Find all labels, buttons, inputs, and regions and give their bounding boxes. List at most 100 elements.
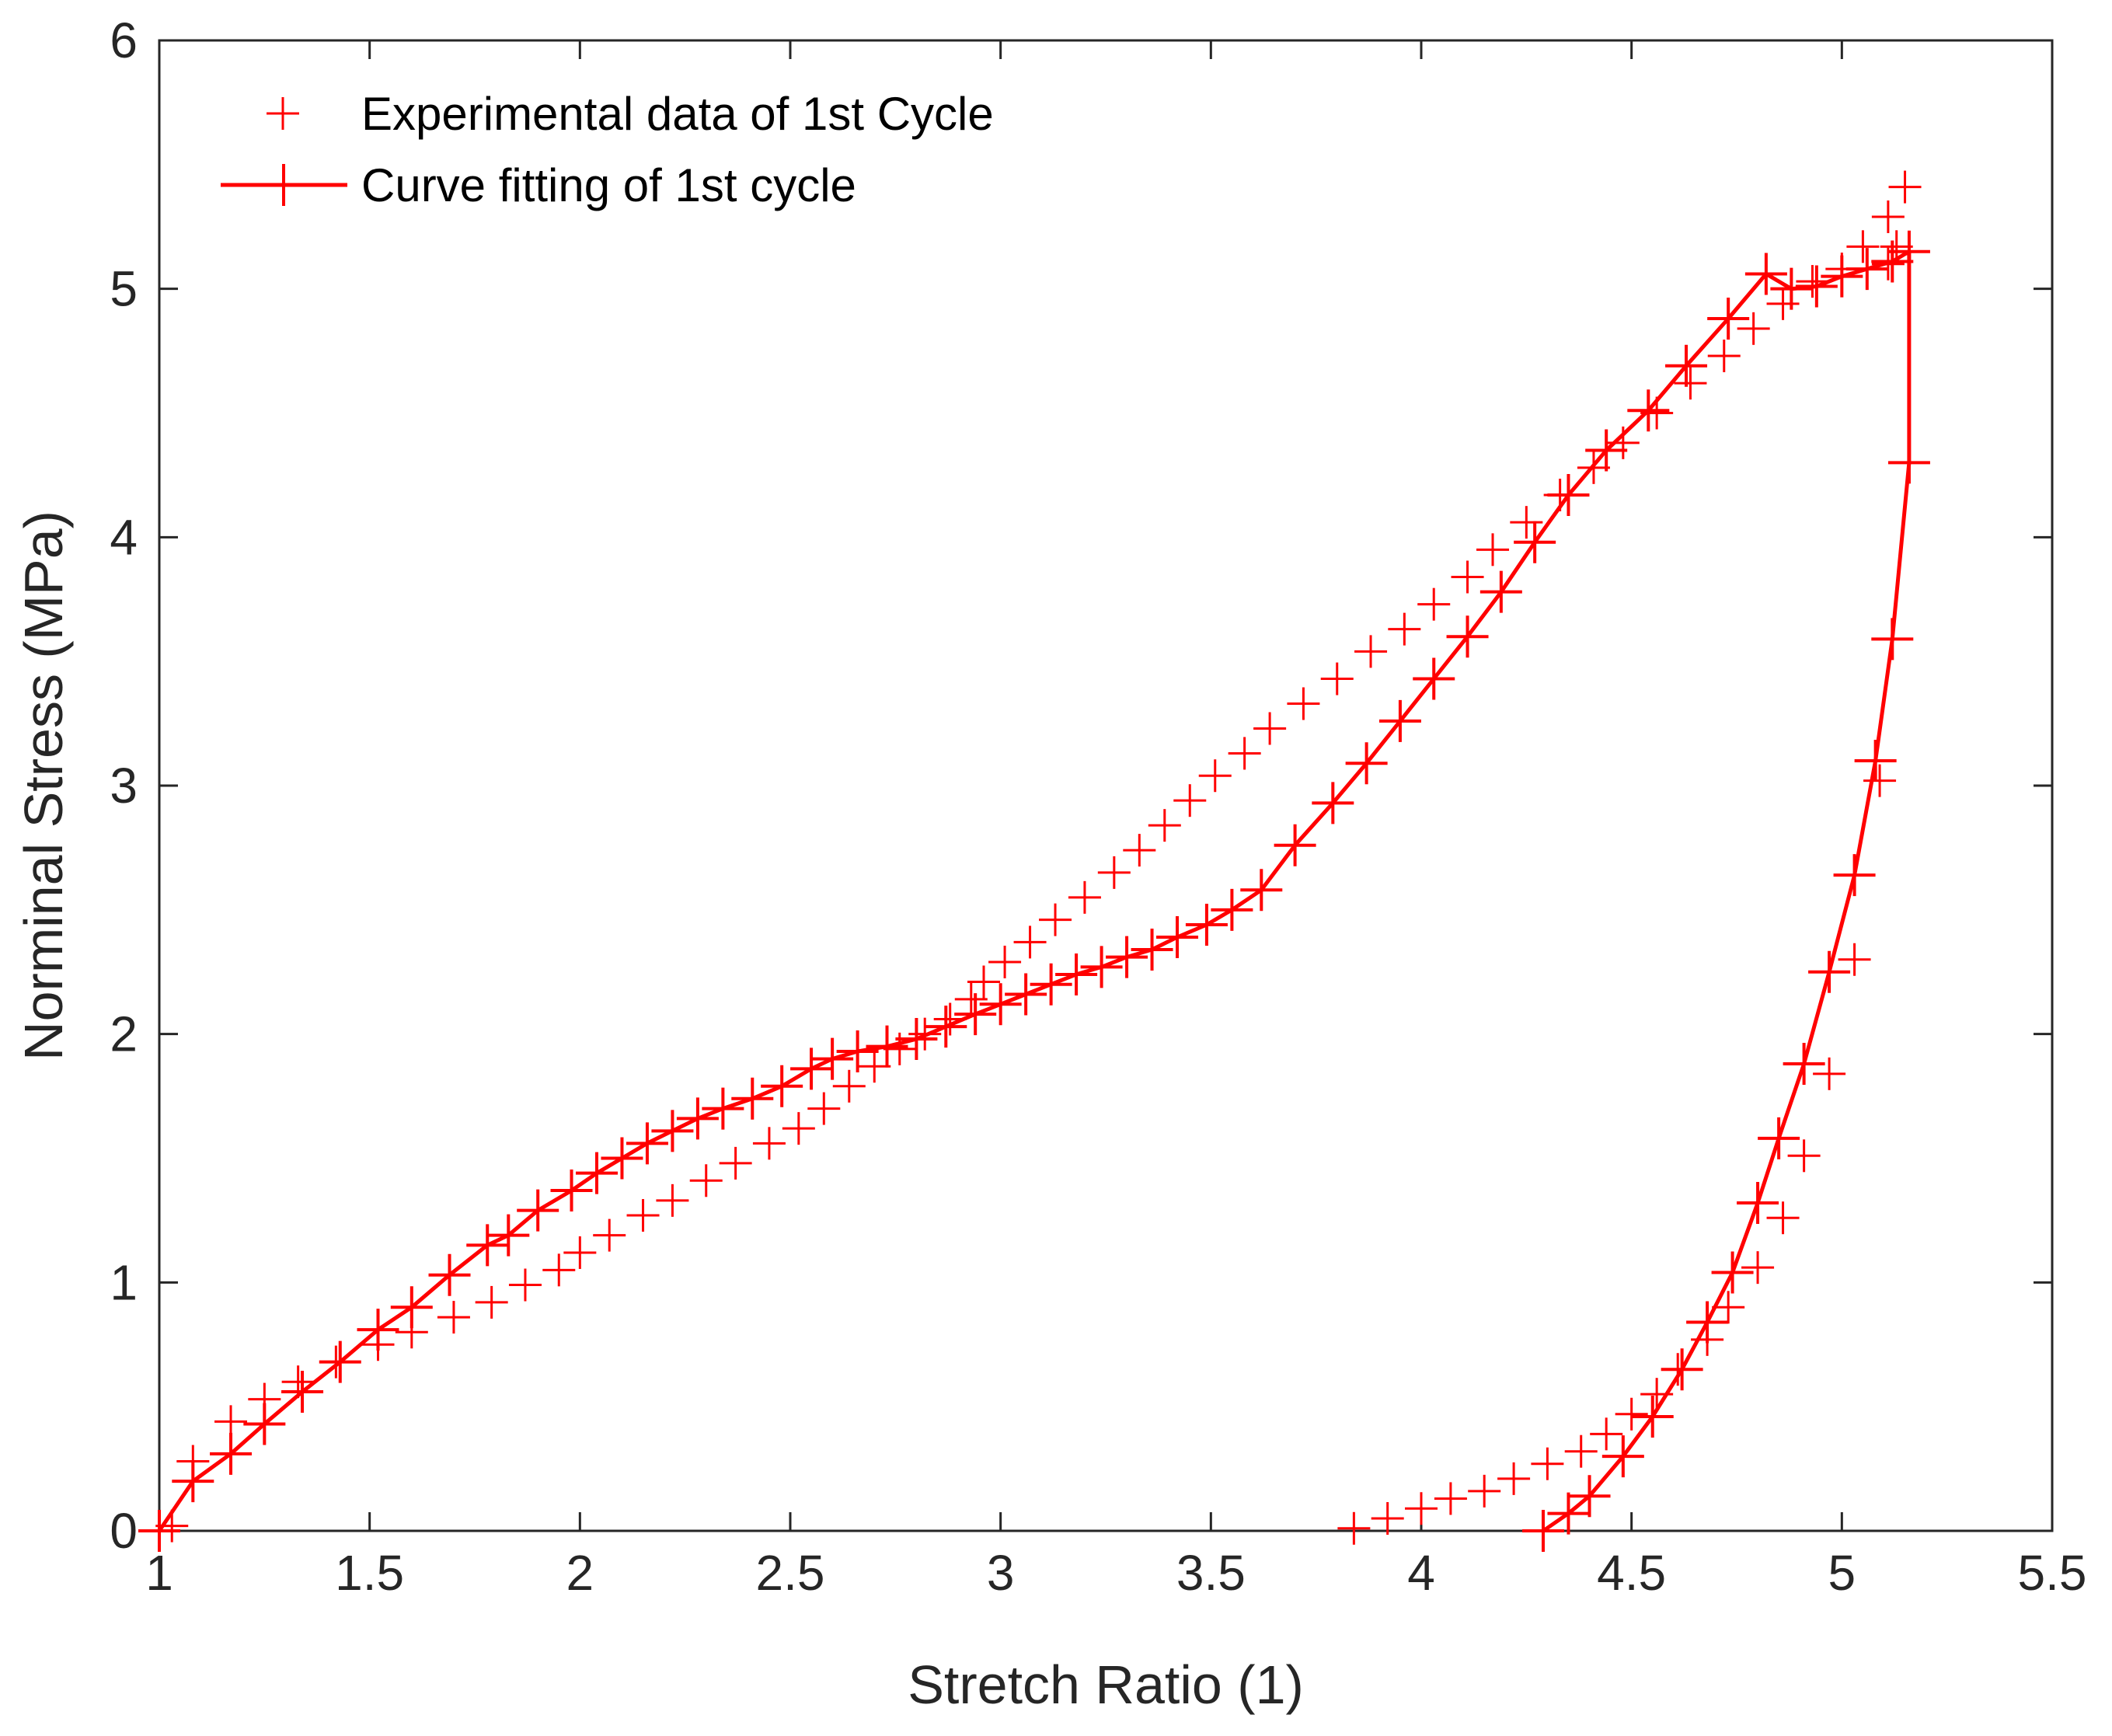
data-point bbox=[542, 1253, 576, 1287]
data-point bbox=[1871, 200, 1905, 233]
plot-area-frame bbox=[158, 39, 2054, 1532]
fit-point bbox=[1080, 946, 1123, 988]
fit-point bbox=[1521, 1510, 1564, 1552]
fit-point bbox=[702, 1087, 744, 1130]
data-point bbox=[1838, 943, 1871, 976]
data-point bbox=[883, 1032, 916, 1065]
data-point bbox=[1097, 856, 1131, 889]
x-tick-label: 1 bbox=[145, 1545, 173, 1601]
data-point bbox=[1737, 312, 1770, 345]
data-point bbox=[832, 1069, 866, 1103]
fit-point bbox=[1833, 854, 1876, 897]
data-point bbox=[1287, 687, 1320, 720]
legend-label-fit: Curve fitting of 1st cycle bbox=[361, 159, 856, 211]
data-point bbox=[626, 1199, 660, 1232]
fit-point bbox=[1631, 1395, 1674, 1438]
data-point bbox=[1337, 1511, 1371, 1545]
fit-point bbox=[1744, 253, 1787, 295]
data-point bbox=[954, 982, 988, 1016]
data-point bbox=[1531, 1447, 1564, 1480]
fit-point bbox=[1312, 782, 1354, 824]
fit-point bbox=[1378, 699, 1421, 742]
fit-point bbox=[1808, 950, 1851, 993]
fit-point bbox=[466, 1224, 509, 1267]
data-point bbox=[1148, 809, 1181, 842]
data-point bbox=[1766, 287, 1800, 320]
fit-point bbox=[1783, 1043, 1825, 1086]
fit-point bbox=[1005, 973, 1047, 1016]
fit-point bbox=[1131, 928, 1173, 971]
data-point bbox=[719, 1146, 752, 1180]
data-point bbox=[1320, 662, 1354, 695]
data-point bbox=[1228, 737, 1261, 770]
legend-label-experimental: Experimental data of 1st Cycle bbox=[361, 88, 994, 140]
data-point bbox=[1796, 265, 1829, 298]
x-tick-label: 3.5 bbox=[1176, 1545, 1246, 1601]
data-point bbox=[1354, 635, 1388, 668]
fit-point bbox=[836, 1030, 879, 1073]
data-point bbox=[1606, 426, 1640, 459]
fit-point bbox=[1030, 963, 1072, 1006]
fit-point bbox=[1795, 265, 1838, 308]
fit-point bbox=[1568, 1475, 1611, 1518]
data-point bbox=[1766, 1201, 1800, 1235]
x-tick-label: 5.5 bbox=[2018, 1545, 2087, 1601]
data-point bbox=[563, 1236, 597, 1269]
data-point bbox=[1888, 170, 1922, 204]
fit-point bbox=[1240, 869, 1283, 912]
data-point bbox=[475, 1285, 508, 1319]
fit-point bbox=[731, 1077, 774, 1120]
fit-point bbox=[601, 1137, 643, 1180]
data-point bbox=[1543, 478, 1577, 511]
fit-point bbox=[1737, 1182, 1779, 1225]
fit-point bbox=[1887, 230, 1930, 273]
data-point bbox=[1013, 926, 1047, 959]
data-point bbox=[933, 1002, 967, 1036]
x-tick-label: 1.5 bbox=[335, 1545, 404, 1601]
data-point bbox=[988, 945, 1022, 978]
data-point bbox=[1253, 712, 1287, 745]
data-point bbox=[1497, 1462, 1531, 1495]
data-point bbox=[858, 1050, 891, 1083]
data-point bbox=[1863, 764, 1897, 797]
fit-point bbox=[1854, 740, 1897, 783]
x-tick-label: 5 bbox=[1828, 1545, 1856, 1601]
data-point bbox=[1813, 1057, 1846, 1090]
data-point bbox=[395, 1316, 428, 1349]
legend-marker-fit bbox=[221, 164, 347, 206]
fit-point bbox=[1887, 441, 1930, 484]
fit-point bbox=[1627, 389, 1670, 432]
data-point bbox=[248, 1382, 281, 1416]
data-point bbox=[155, 1509, 189, 1543]
data-point bbox=[1039, 903, 1072, 936]
y-tick-label: 1 bbox=[110, 1254, 138, 1310]
fit-point bbox=[1711, 1251, 1754, 1294]
fit-point bbox=[1413, 657, 1455, 700]
fit-point bbox=[281, 1370, 324, 1413]
fit-point bbox=[1345, 742, 1388, 785]
fit-point bbox=[1446, 615, 1489, 658]
data-point bbox=[361, 1328, 395, 1361]
y-tick-label: 4 bbox=[110, 509, 138, 565]
data-point bbox=[1476, 533, 1510, 566]
fit-point bbox=[550, 1170, 593, 1212]
curve-fitting-series bbox=[138, 230, 1930, 1552]
data-point bbox=[1371, 1502, 1404, 1536]
data-point bbox=[1068, 880, 1101, 914]
fit-point bbox=[676, 1097, 719, 1140]
data-point bbox=[1640, 396, 1674, 430]
fit-point bbox=[1185, 904, 1228, 946]
fit-point bbox=[1707, 298, 1750, 340]
y-tick-label: 3 bbox=[110, 758, 138, 814]
y-tick-label: 0 bbox=[110, 1503, 138, 1559]
y-tick-label: 5 bbox=[110, 261, 138, 317]
fit-point bbox=[1106, 936, 1148, 978]
data-point bbox=[1707, 339, 1741, 372]
data-point bbox=[1661, 1353, 1695, 1386]
data-point bbox=[1674, 367, 1707, 400]
data-point bbox=[656, 1183, 689, 1217]
fit-point bbox=[1665, 344, 1708, 387]
data-point bbox=[1564, 1434, 1598, 1468]
